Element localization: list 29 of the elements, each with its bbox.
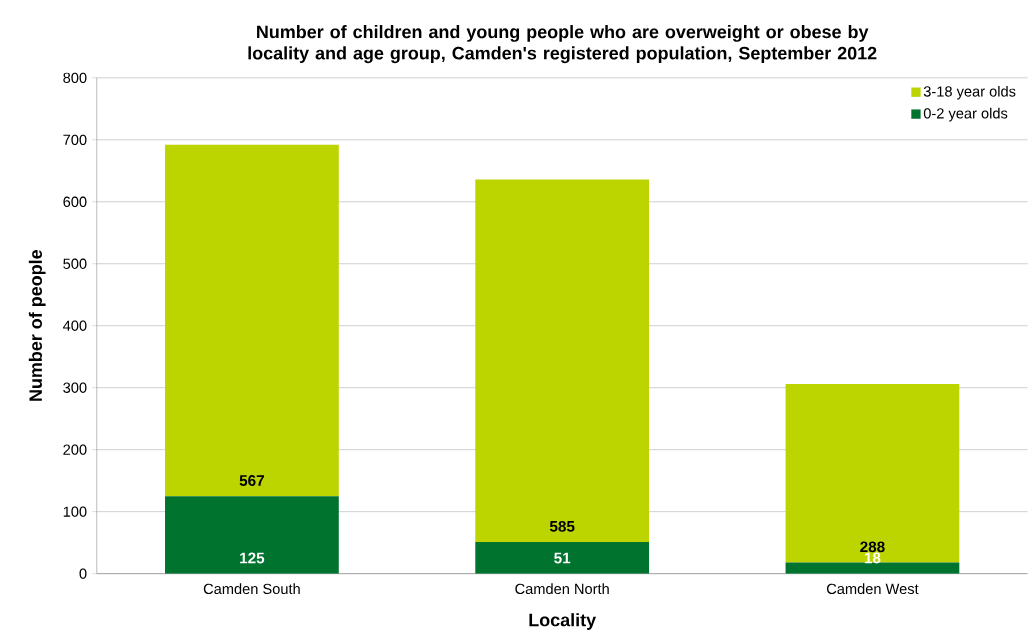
x-tick-label: Camden North — [515, 583, 609, 594]
x-tick-label: Camden West — [826, 583, 919, 594]
y-tick-label: 0 — [79, 568, 87, 579]
y-tick-label: 600 — [63, 196, 87, 207]
y-tick-label: 300 — [63, 382, 87, 393]
y-tick-label: 800 — [63, 72, 87, 83]
chart-title: Number of children and young people who are overweight or obese by locality and age group, Camden's registered population, September 2012 — [248, 24, 877, 63]
x-axis-title: Locality — [529, 612, 597, 630]
legend-label: 3-18 year olds — [923, 85, 1016, 100]
y-tick-label: 500 — [63, 258, 87, 269]
data-label: 125 — [240, 552, 265, 564]
data-label: 18 — [864, 552, 881, 564]
y-tick-label: 700 — [63, 134, 87, 145]
bar — [165, 144, 339, 496]
bar — [165, 495, 339, 574]
bar — [785, 562, 960, 574]
legend-label: 0-2 year olds — [923, 107, 1008, 122]
data-label: 51 — [554, 552, 571, 564]
data-label: 567 — [239, 474, 264, 486]
bar — [475, 541, 650, 574]
y-axis-title: Number of people — [28, 249, 46, 401]
data-label: 288 — [860, 541, 885, 552]
bar — [785, 383, 960, 563]
y-tick-label: 200 — [63, 444, 87, 455]
bar — [475, 179, 650, 542]
y-tick-label: 100 — [63, 506, 87, 517]
y-tick-label: 400 — [63, 320, 87, 331]
x-tick-label: Camden South — [203, 583, 300, 594]
data-label: 585 — [549, 520, 575, 532]
